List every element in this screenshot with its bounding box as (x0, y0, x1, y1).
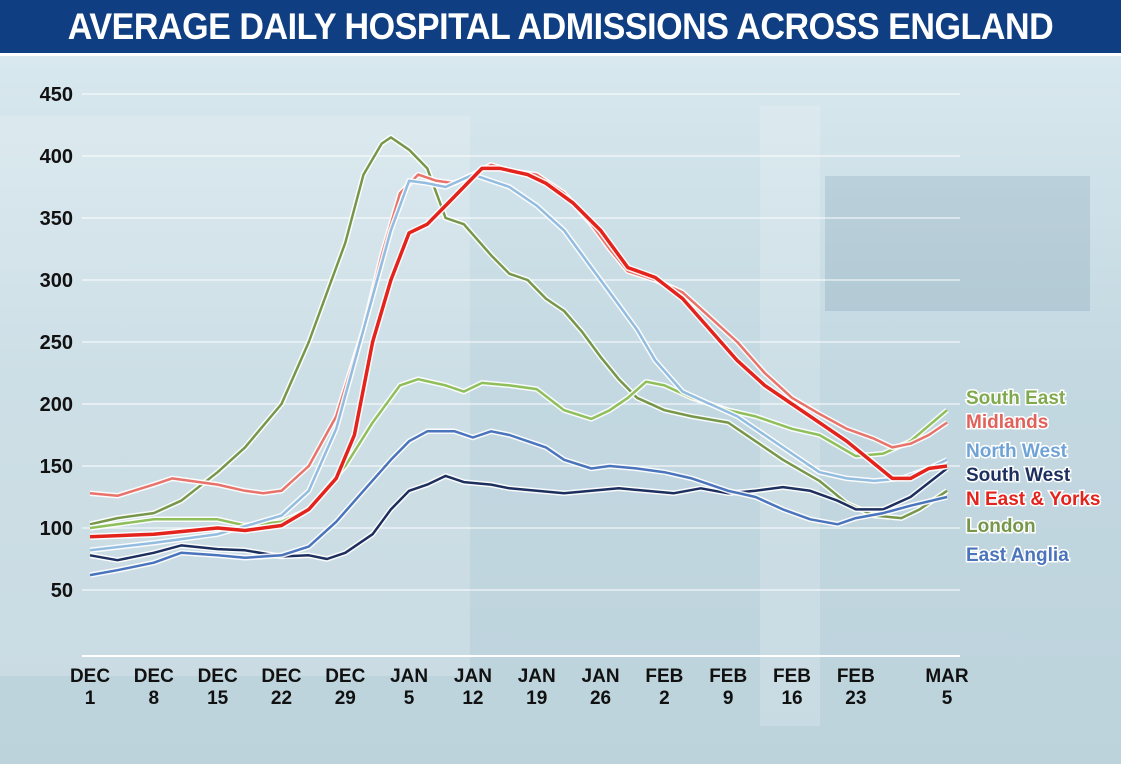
series-line-south-east (89, 377, 948, 530)
x-tick-date: 5 (404, 688, 415, 709)
gridlines (82, 93, 960, 657)
legend-item-london: London (966, 516, 1036, 537)
y-tick-label: 350 (40, 208, 73, 230)
x-tick-month: MAR (925, 666, 969, 687)
series-halo-east-anglia (89, 428, 948, 578)
x-tick-month: FEB (837, 666, 875, 687)
legend: South East Midlands North West South West N … (965, 387, 1102, 568)
x-tick-date: 22 (271, 688, 292, 709)
x-tick-month: JAN (518, 666, 556, 687)
series-halo-midlands (89, 161, 949, 499)
x-tick-month: FEB (645, 666, 683, 687)
x-tick-date: 9 (723, 688, 734, 709)
x-tick-date: 1 (85, 688, 96, 709)
emergency-sign-shape (825, 176, 1090, 311)
x-tick-date: 12 (462, 688, 483, 709)
x-tick-date: 2 (659, 688, 670, 709)
x-tick-month: DEC (134, 666, 174, 687)
series-halo-south-east (89, 376, 949, 531)
x-tick-date: 5 (942, 688, 953, 709)
x-tick-date: 8 (149, 688, 160, 709)
legend-item-north-west: North West (966, 441, 1068, 462)
x-tick-date: 23 (845, 688, 866, 709)
x-tick-month: FEB (773, 666, 811, 687)
y-tick-label: 450 (40, 84, 73, 106)
x-axis-ticks: DEC1DEC8DEC15DEC22DEC29JAN5JAN12JAN19JAN… (70, 666, 969, 709)
x-tick-date: 26 (590, 688, 611, 709)
legend-item-n-east-yorks: N East & Yorks (966, 489, 1100, 510)
y-tick-label: 400 (40, 146, 73, 168)
y-tick-label: 200 (40, 394, 73, 416)
x-tick-month: DEC (70, 666, 110, 687)
legend-item-south-east: South East (966, 388, 1066, 409)
series-line-midlands (89, 163, 948, 498)
x-tick-date: 16 (781, 688, 802, 709)
title-bar: AVERAGE DAILY HOSPITAL ADMISSIONS ACROSS… (0, 0, 1121, 56)
series-lines (89, 134, 949, 578)
y-tick-label: 100 (40, 518, 73, 540)
series-line-london (89, 136, 948, 526)
x-tick-month: DEC (261, 666, 301, 687)
legend-item-east-anglia: East Anglia (966, 545, 1069, 566)
x-tick-date: 19 (526, 688, 547, 709)
legend-item-south-west: South West (966, 465, 1071, 486)
series-line-north-west (89, 173, 948, 552)
x-tick-month: DEC (198, 666, 238, 687)
x-tick-month: JAN (390, 666, 428, 687)
series-line-south-west (89, 467, 948, 562)
chart-title: AVERAGE DAILY HOSPITAL ADMISSIONS ACROSS… (67, 6, 1054, 47)
y-tick-label: 150 (40, 456, 73, 478)
x-tick-month: FEB (709, 666, 747, 687)
y-axis-ticks: 50 100 150 200 250 300 350 400 450 (40, 84, 73, 602)
y-tick-label: 300 (40, 270, 73, 292)
x-tick-date: 29 (335, 688, 356, 709)
y-tick-label: 250 (40, 332, 73, 354)
x-tick-month: JAN (454, 666, 492, 687)
y-tick-label: 50 (51, 580, 73, 602)
x-tick-month: DEC (325, 666, 365, 687)
x-tick-month: JAN (582, 666, 620, 687)
series-line-east-anglia (89, 430, 948, 577)
x-tick-date: 15 (207, 688, 229, 709)
legend-item-midlands: Midlands (966, 412, 1048, 433)
series-line-n-east-yorks (89, 166, 948, 539)
